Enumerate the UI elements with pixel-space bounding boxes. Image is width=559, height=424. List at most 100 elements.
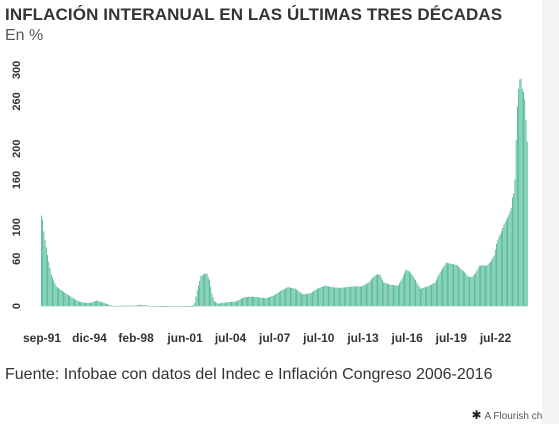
bar[interactable] [347,286,349,306]
bar[interactable] [67,294,69,306]
bar[interactable] [478,265,480,306]
bar[interactable] [205,273,207,306]
bar[interactable] [266,297,268,306]
bar[interactable] [91,302,93,306]
bar[interactable] [129,305,131,307]
bar[interactable] [359,286,361,306]
bar[interactable] [335,287,337,306]
bar[interactable] [63,291,64,306]
bar[interactable] [337,287,339,306]
bar[interactable] [299,292,301,306]
bar[interactable] [251,296,253,306]
bar[interactable] [501,231,502,306]
bar[interactable] [258,297,259,306]
bar[interactable] [429,285,431,306]
bar[interactable] [367,283,369,306]
bar[interactable] [401,278,403,306]
bar[interactable] [267,297,269,306]
bar[interactable] [48,261,50,306]
bar[interactable] [422,287,424,306]
bar[interactable] [373,276,375,306]
bar[interactable] [198,285,199,306]
bar[interactable] [263,297,264,306]
bar[interactable] [518,88,520,306]
bar[interactable] [106,303,107,306]
bar[interactable] [141,304,143,306]
bar[interactable] [207,276,209,306]
bar[interactable] [233,301,235,306]
bar[interactable] [309,293,311,306]
bar[interactable] [487,264,489,306]
bar[interactable] [47,254,48,306]
bar[interactable] [249,296,251,306]
bar[interactable] [303,294,305,306]
bar[interactable] [304,293,306,306]
bar[interactable] [362,285,364,306]
bar[interactable] [453,264,454,306]
bar[interactable] [260,297,262,306]
bar[interactable] [447,263,448,306]
bar[interactable] [332,287,334,306]
bar[interactable] [247,296,248,306]
bar[interactable] [83,302,85,306]
bar[interactable] [115,305,117,307]
bar[interactable] [216,302,218,306]
bar[interactable] [117,305,118,307]
bar[interactable] [200,276,202,306]
bar[interactable] [329,286,331,306]
bar[interactable] [369,280,371,306]
bar[interactable] [450,263,452,306]
bar[interactable] [81,302,83,306]
bar[interactable] [526,141,528,306]
bar[interactable] [50,274,52,306]
bar[interactable] [250,296,252,306]
bar[interactable] [420,288,421,306]
bar[interactable] [134,305,136,307]
bar[interactable] [363,285,365,306]
bar[interactable] [377,274,378,306]
bar[interactable] [294,288,296,306]
bar[interactable] [460,269,462,306]
bar[interactable] [499,234,501,306]
bar[interactable] [87,302,89,306]
bar[interactable] [394,285,396,306]
bar[interactable] [288,287,290,306]
bar[interactable] [54,283,56,306]
bar[interactable] [320,287,322,306]
bar[interactable] [248,296,250,306]
bar[interactable] [391,284,393,306]
bar[interactable] [331,287,333,306]
bar[interactable] [286,287,288,306]
bar[interactable] [136,305,138,306]
bar[interactable] [291,287,293,306]
bar[interactable] [146,305,148,307]
bar[interactable] [461,270,463,306]
bar[interactable] [253,296,255,306]
bar[interactable] [504,222,506,306]
bar[interactable] [494,249,496,306]
bar[interactable] [125,305,127,307]
bar[interactable] [204,273,205,306]
bar[interactable] [372,277,374,306]
bar[interactable] [428,285,430,306]
bar[interactable] [55,286,57,306]
bar[interactable] [469,276,470,306]
bar[interactable] [523,92,524,306]
bar[interactable] [218,303,220,306]
bar[interactable] [472,275,474,306]
bar[interactable] [400,280,402,306]
bar[interactable] [525,120,527,306]
bar[interactable] [274,294,275,306]
bar[interactable] [396,285,398,306]
bar[interactable] [283,289,285,306]
bar[interactable] [431,284,432,306]
bar[interactable] [317,288,318,306]
bar[interactable] [114,305,116,307]
bar[interactable] [346,287,348,306]
bar[interactable] [410,272,412,306]
bar[interactable] [467,276,469,306]
bar[interactable] [227,302,229,306]
bar[interactable] [434,282,436,306]
bar[interactable] [112,305,113,307]
bar[interactable] [334,287,336,306]
